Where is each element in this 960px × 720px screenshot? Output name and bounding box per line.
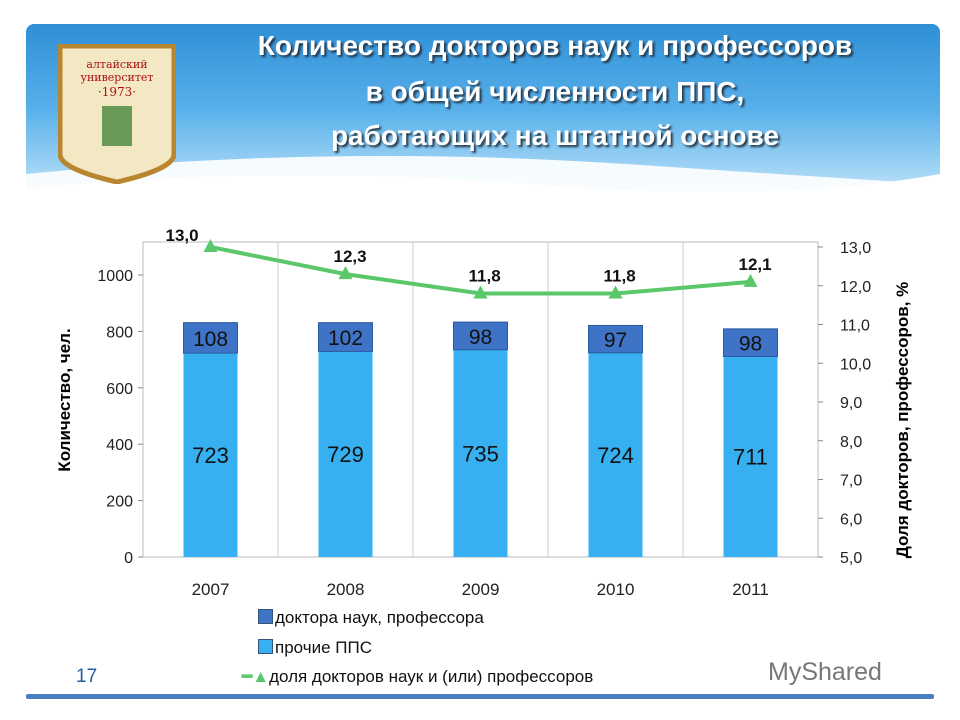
bar-doctors: [318, 322, 373, 352]
bar-doctors: [588, 324, 643, 354]
x-tick-label: 2007: [192, 580, 230, 599]
y-tick-label: 200: [106, 494, 133, 511]
x-tick-label: 2009: [462, 580, 500, 599]
y-tick-label: 0: [124, 550, 133, 567]
y2-tick-label: 6,0: [840, 511, 862, 528]
title-banner: [26, 24, 940, 214]
share-label: 11,8: [469, 267, 501, 286]
legend-label: доктора наук, профессора: [275, 608, 484, 627]
bar-label-others: 723: [192, 443, 229, 468]
bar-label-doctors: 97: [604, 329, 627, 352]
svg-text:·1973·: ·1973·: [98, 85, 136, 99]
y-tick-label: 1000: [97, 268, 133, 285]
bar-doctors: [183, 322, 238, 354]
y2-tick-label: 5,0: [840, 550, 862, 567]
share-point: [338, 266, 353, 280]
bar-label-others: 711: [733, 445, 768, 470]
svg-text:университет: университет: [80, 71, 153, 84]
share-point: [203, 239, 218, 252]
bar-label-others: 724: [597, 443, 634, 468]
bar-label-others: 735: [462, 441, 499, 466]
legend-swatch: [258, 609, 273, 624]
title-line-1: Количество докторов наук и профессоров: [257, 30, 853, 61]
bar-label-doctors: 108: [193, 328, 228, 351]
bar-others: [588, 352, 643, 557]
legend-label: прочие ППС: [275, 638, 372, 657]
watermark: MyShared: [768, 658, 882, 686]
legend-share: ━▲доля докторов наук и (или) профессоров: [242, 667, 593, 687]
y2-tick-label: 12,0: [840, 279, 871, 296]
share-label: 13,0: [166, 226, 199, 245]
bar-label-doctors: 102: [328, 327, 363, 350]
y-tick-label: 800: [106, 324, 133, 341]
y2-tick-label: 13,0: [840, 240, 871, 257]
y2-tick-label: 11,0: [840, 318, 870, 335]
legend-doctors: доктора наук, профессора: [258, 608, 484, 628]
share-point: [743, 273, 758, 287]
x-tick-label: 2011: [732, 580, 769, 599]
y2-tick-label: 9,0: [840, 395, 862, 412]
share-point: [608, 285, 623, 299]
bar-others: [318, 351, 373, 557]
y-tick-label: 400: [106, 437, 133, 454]
bar-label-doctors: 98: [469, 326, 492, 349]
legend-others: прочие ППС: [258, 638, 372, 658]
university-logo: алтайский университет ·1973·: [57, 43, 177, 185]
y2-axis-label: Доля докторов, профессоров, %: [893, 282, 912, 559]
bar-doctors: [453, 321, 508, 351]
bar-others: [723, 356, 778, 557]
y2-tick-label: 8,0: [840, 434, 862, 451]
y-tick-label: 600: [106, 381, 133, 398]
share-point: [473, 285, 488, 299]
bar-label-doctors: 98: [739, 333, 762, 356]
legend-line-marker-icon: ━▲: [242, 667, 270, 686]
legend-swatch: [258, 639, 273, 654]
bottom-divider: [26, 694, 934, 699]
title-line-3: работающих на штатной основе: [330, 120, 780, 151]
x-tick-label: 2010: [597, 580, 635, 599]
x-tick-label: 2008: [327, 580, 365, 599]
bar-label-others: 729: [327, 442, 364, 467]
bar-others: [183, 353, 238, 557]
legend-label: доля докторов наук и (или) профессоров: [269, 667, 594, 686]
y2-tick-label: 10,0: [840, 356, 871, 373]
title-line-2: в общей численности ППС,: [365, 76, 745, 107]
bar-doctors: [723, 328, 778, 357]
y-axis-label: Количество, чел.: [55, 328, 74, 471]
svg-text:алтайский: алтайский: [86, 58, 147, 71]
share-label: 12,3: [334, 247, 367, 266]
page-number: 17: [76, 666, 98, 687]
share-label: 11,8: [604, 267, 636, 286]
share-label: 12,1: [739, 255, 772, 274]
bar-others: [453, 349, 508, 557]
y2-tick-label: 7,0: [840, 473, 862, 490]
